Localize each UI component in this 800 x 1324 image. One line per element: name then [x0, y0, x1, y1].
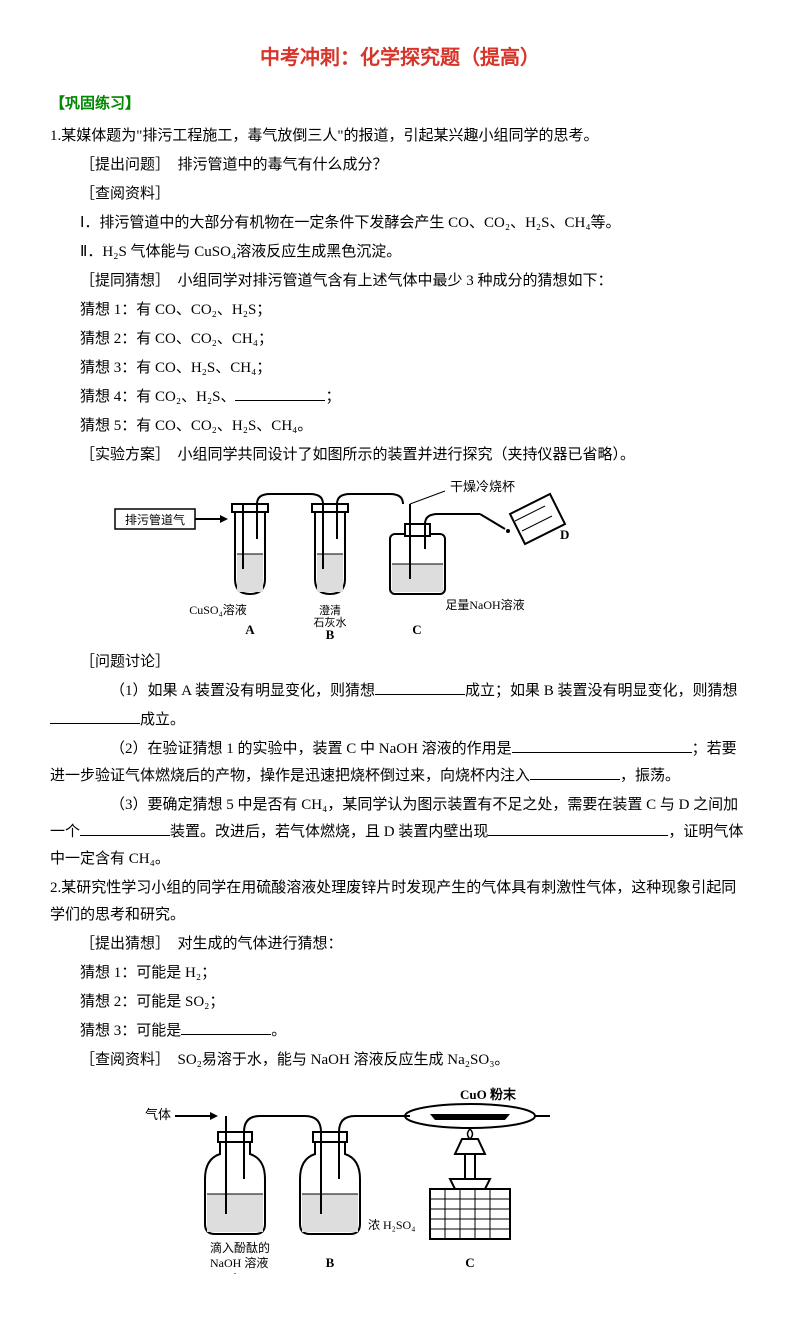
q1-guess-3: 猜想 3：有 CO、H₂S、CH₄； — [50, 355, 750, 382]
d2-B: B — [326, 1255, 335, 1270]
d2-b-label: 浓 H₂SO₄ — [368, 1218, 415, 1232]
d1-burner-d — [480, 494, 565, 544]
q1-consult-header: ［查阅资料］ — [50, 181, 750, 208]
q1-d2c: ，振荡。 — [620, 768, 680, 784]
q1-guess-header: ［提同猜想］ 小组同学对排污管道气含有上述气体中最少 3 种成分的猜想如下： — [50, 268, 750, 295]
blank-fill — [50, 708, 140, 724]
blank-fill — [530, 764, 620, 780]
d1-C: C — [412, 622, 421, 637]
d2-C: C — [465, 1255, 474, 1270]
d1-A: A — [245, 622, 255, 637]
q1-guess-2: 猜想 2：有 CO、CO₂、CH₄； — [50, 326, 750, 353]
d1-B: B — [326, 627, 335, 639]
d2-in-label: 气体 — [145, 1107, 171, 1122]
q1-intro: 1.某媒体题为"排污工程施工，毒气放倒三人"的报道，引起某兴趣小组同学的思考。 — [50, 123, 750, 150]
q1-guess4-a: 猜想 4：有 CO₂、H₂S、 — [80, 389, 235, 405]
d1-top-label: 干燥冷烧杯 — [450, 479, 515, 494]
q2-guess-header: ［提出猜想］ 对生成的气体进行猜想： — [50, 931, 750, 958]
q1-d3b: 装置。改进后，若气体燃烧，且 D 装置内壁出现 — [170, 824, 488, 840]
q1-exp-header: ［实验方案］ 小组同学共同设计了如图所示的装置并进行探究（夹持仪器已省略）。 — [50, 442, 750, 469]
q1-guess-4: 猜想 4：有 CO₂、H₂S、 ； — [50, 384, 750, 411]
q1-d2a: （2）在验证猜想 1 的实验中，装置 C 中 NaOH 溶液的作用是 — [110, 741, 512, 757]
q2-guess-1: 猜想 1：可能是 H₂； — [50, 960, 750, 987]
q2-guess-2: 猜想 2：可能是 SO₂； — [50, 989, 750, 1016]
q1-guess4-b: ； — [325, 389, 340, 405]
d1-D: D — [560, 527, 569, 542]
d1-bottle-c — [390, 504, 480, 594]
q1-discuss-header: ［问题讨论］ — [50, 649, 750, 676]
blank-fill — [512, 737, 692, 753]
q1-d2: （2）在验证猜想 1 的实验中，装置 C 中 NaOH 溶液的作用是；若要进一步… — [50, 736, 750, 790]
d2-tube-c — [405, 1104, 550, 1239]
d1-c-label: 足量NaOH溶液 — [445, 597, 524, 612]
d2-a-label2: NaOH 溶液 — [210, 1255, 268, 1270]
q1-d1a: （1）如果 A 装置没有明显变化，则猜想 — [110, 683, 375, 699]
page-title: 中考冲刺：化学探究题（提高） — [50, 40, 750, 76]
q1-d1-line2: 成立。 — [50, 707, 750, 734]
q2-guess-3: 猜想 3：可能是 。 — [50, 1018, 750, 1045]
q1-d3: （3）要确定猜想 5 中是否有 CH₄，某同学认为图示装置有不足之处，需要在装置… — [50, 792, 750, 873]
q1-d1b: 成立；如果 B 装置没有明显变化，则猜想 — [465, 683, 738, 699]
blank-fill — [181, 1019, 271, 1035]
svg-text:澄清: 澄清 — [319, 603, 341, 617]
q2-guess3-b: 。 — [271, 1023, 286, 1039]
d2-a-label1: 滴入酚酞的 — [210, 1240, 270, 1255]
q2-diagram: 气体 CuO 粉末 滴入酚酞的 NaOH 溶液 A 浓 H₂SO₄ B — [110, 1084, 750, 1274]
d2-A: A — [230, 1270, 240, 1274]
d2-bottle-b — [300, 1116, 405, 1234]
q1-consult-1: Ⅰ．排污管道中的大部分有机物在一定条件下发酵会产生 CO、CO₂、H₂S、CH₄… — [50, 210, 750, 237]
q1-d1: （1）如果 A 装置没有明显变化，则猜想 成立；如果 B 装置没有明显变化，则猜想 — [50, 678, 750, 705]
q1-d1c: 成立。 — [140, 712, 185, 728]
q1-diagram: 排污管道气 干燥冷烧杯 CuSO₄溶液 A 澄清 石灰水 B 足量NaOH溶液 — [110, 479, 750, 639]
d1-in-label: 排污管道气 — [125, 512, 185, 527]
d1-a-label: CuSO₄溶液 — [189, 602, 247, 617]
blank-fill — [235, 385, 325, 401]
q2-consult: ［查阅资料］ SO₂易溶于水，能与 NaOH 溶液反应生成 Na₂SO₃。 — [50, 1047, 750, 1074]
d2-c-label: CuO 粉末 — [460, 1087, 517, 1102]
section-header: 【巩固练习】 — [50, 91, 750, 118]
q2-intro: 2.某研究性学习小组的同学在用硫酸溶液处理废锌片时发现产生的气体具有刺激性气体，… — [50, 875, 750, 929]
blank-fill — [375, 679, 465, 695]
blank-fill — [80, 820, 170, 836]
q1-guess-1: 猜想 1：有 CO、CO₂、H₂S； — [50, 297, 750, 324]
q1-raise-question: ［提出问题］ 排污管道中的毒气有什么成分？ — [50, 152, 750, 179]
blank-fill — [488, 820, 668, 836]
d1-tube-a — [232, 494, 323, 594]
q1-guess-5: 猜想 5：有 CO、CO₂、H₂S、CH₄。 — [50, 413, 750, 440]
q1-consult-2: Ⅱ．H₂S 气体能与 CuSO₄溶液反应生成黑色沉淀。 — [50, 239, 750, 266]
q2-guess3-a: 猜想 3：可能是 — [80, 1023, 181, 1039]
